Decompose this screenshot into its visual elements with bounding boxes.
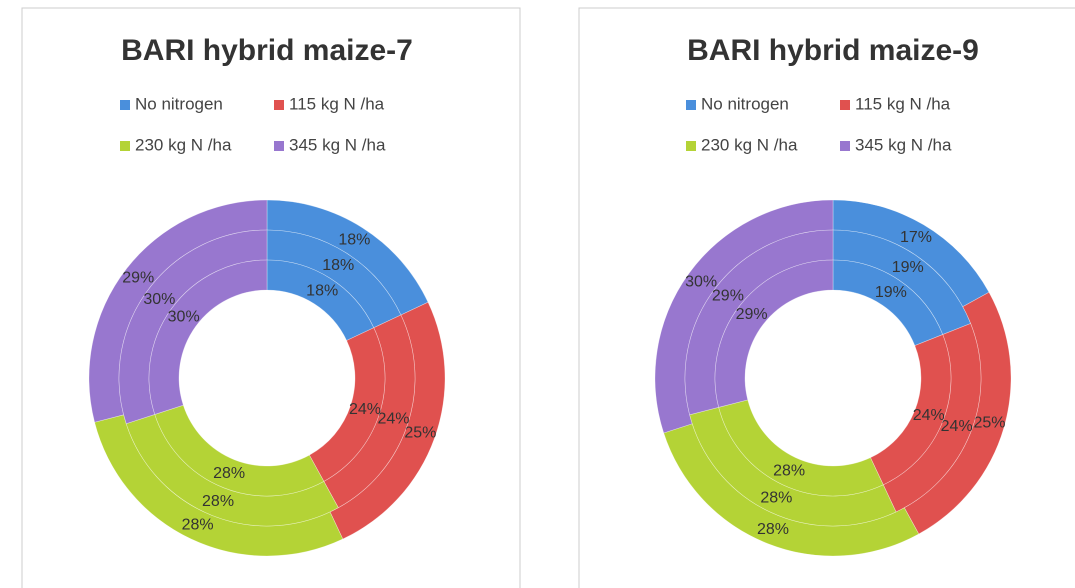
legend-label: 115 kg N /ha	[855, 94, 951, 113]
data-label: 29%	[122, 269, 154, 286]
chart-title: BARI hybrid maize-7	[121, 34, 413, 67]
data-label: 29%	[736, 306, 768, 323]
legend-label: 230 kg N /ha	[135, 135, 232, 154]
legend-swatch	[686, 141, 696, 151]
data-label: 28%	[757, 521, 789, 538]
data-label: 24%	[349, 401, 381, 418]
data-label: 19%	[892, 259, 924, 276]
legend-label: No nitrogen	[135, 94, 223, 113]
panel	[21, 7, 521, 588]
doughnut-segment	[148, 259, 268, 415]
doughnut-segment	[714, 259, 834, 408]
data-label: 28%	[773, 462, 805, 479]
data-label: 24%	[913, 407, 945, 424]
legend-label: No nitrogen	[701, 94, 789, 113]
data-label: 29%	[712, 288, 744, 305]
data-label: 25%	[404, 424, 436, 441]
legend-swatch	[120, 100, 130, 110]
legend-swatch	[840, 141, 850, 151]
data-label: 28%	[213, 465, 245, 482]
data-label: 30%	[685, 273, 717, 290]
legend-label: 230 kg N /ha	[701, 135, 798, 154]
legend-swatch	[274, 141, 284, 151]
legend-label: 345 kg N /ha	[289, 135, 386, 154]
data-label: 30%	[168, 309, 200, 326]
data-label: 28%	[202, 493, 234, 510]
data-label: 18%	[306, 282, 338, 299]
data-label: 18%	[338, 232, 370, 249]
data-label: 28%	[182, 517, 214, 534]
panel	[578, 7, 1075, 588]
legend-swatch	[840, 100, 850, 110]
data-label: 24%	[941, 418, 973, 435]
data-label: 24%	[377, 410, 409, 427]
legend-swatch	[686, 100, 696, 110]
legend-swatch	[120, 141, 130, 151]
chart-title: BARI hybrid maize-9	[687, 34, 979, 67]
legend-label: 115 kg N /ha	[289, 94, 385, 113]
data-label: 30%	[143, 291, 175, 308]
data-label: 17%	[900, 229, 932, 246]
legend-swatch	[274, 100, 284, 110]
data-label: 25%	[974, 415, 1006, 432]
data-label: 18%	[322, 257, 354, 274]
data-label: 19%	[875, 284, 907, 301]
legend-label: 345 kg N /ha	[855, 135, 952, 154]
data-label: 28%	[760, 490, 792, 507]
